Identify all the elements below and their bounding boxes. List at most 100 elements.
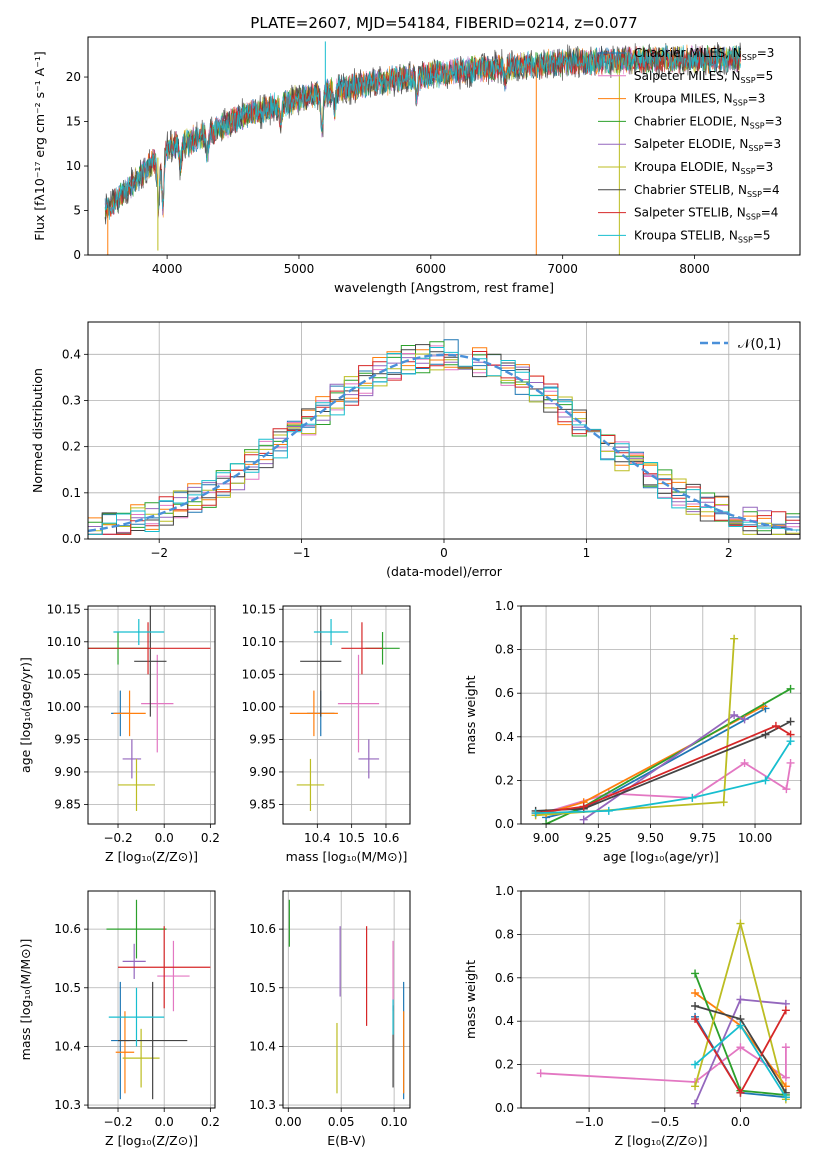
y-tick-label: 9.95 — [249, 732, 276, 746]
weight-marker — [691, 969, 700, 978]
legend-label: Salpeter STELIB, NSSP=4 — [634, 206, 778, 222]
y-tick-label: 0.3 — [62, 393, 81, 407]
normal-curve — [88, 353, 798, 533]
axes-frame — [282, 605, 411, 825]
panel-spectrum: 4000 5000 6000 7000 8000 0 5 10 15 20 wavelength [… — [32, 36, 801, 295]
y-tick-label: 0.4 — [62, 347, 81, 361]
legend-text: =5 — [756, 69, 774, 83]
x-tick-label: −0.5 — [650, 1115, 679, 1129]
x-tick-label: −0.2 — [103, 1115, 132, 1129]
x-tick-label: 9.50 — [637, 831, 664, 845]
plot-area — [106, 899, 211, 1100]
panel-age-vs-mass: 10.4 10.5 10.6 9.85 9.90 9.95 10.00 10.05 10.10 1… — [242, 602, 411, 864]
weight-marker — [740, 715, 749, 724]
y-tick-label: 0 — [73, 248, 81, 262]
y-tick-label: 10.4 — [54, 1039, 81, 1053]
weight-marker — [691, 1015, 700, 1024]
legend-text: Kroupa ELODIE, N — [634, 160, 741, 174]
y-tick-label: 0.8 — [495, 643, 514, 657]
weight-marker — [579, 815, 588, 824]
weight-marker — [740, 758, 749, 767]
weight-line — [535, 724, 792, 814]
legend-subscript: SSP — [733, 99, 748, 108]
y-tick-label: 10.3 — [249, 1098, 276, 1112]
legend-text: =3 — [748, 92, 766, 106]
legend-text: Kroupa MILES, N — [634, 92, 733, 106]
x-tick-label: 7000 — [547, 262, 578, 276]
y-tick-label: 10.5 — [54, 981, 81, 995]
y-tick-label: 0.1 — [62, 486, 81, 500]
weight-line — [535, 761, 792, 817]
x-tick-label: 10.00 — [738, 831, 772, 845]
legend-text: Chabrier STELIB, N — [634, 183, 747, 197]
y-tick-label: 0.2 — [62, 440, 81, 454]
weight-marker — [736, 995, 745, 1004]
panel-weight-vs-Z: −1.0 −0.5 0.0 0.0 0.2 0.4 0.6 0.8 1.0 Z [log₁₀(Z/… — [463, 884, 802, 1148]
y-tick-label: 0.6 — [495, 686, 514, 700]
legend-text: =3 — [757, 46, 775, 60]
axes-frame — [87, 890, 216, 1109]
x-axis-label: E(B-V) — [327, 1133, 366, 1148]
x-tick-label: 10.5 — [338, 831, 365, 845]
x-tick-label: 0.0 — [155, 1115, 174, 1129]
y-tick-label: 9.90 — [249, 765, 276, 779]
weight-marker — [771, 721, 780, 730]
y-axis-label: mass weight — [463, 960, 478, 1039]
legend-subscript: SSP — [750, 121, 765, 130]
legend-text: Chabrier MILES, N — [634, 46, 742, 60]
weight-marker — [761, 730, 770, 739]
plot-area — [536, 919, 790, 1108]
plot-area — [288, 899, 405, 1100]
legend-text: Salpeter ELODIE, N — [634, 137, 748, 151]
weight-marker — [542, 820, 551, 824]
x-tick-label: 9.00 — [533, 831, 560, 845]
weight-line — [583, 713, 745, 821]
panel-weight-vs-age: 9.00 9.25 9.50 9.75 10.00 0.0 0.2 0.4 0.6 0.8 1.0 a… — [463, 599, 802, 864]
plot-area — [104, 41, 742, 255]
legend-label: Salpeter MILES, NSSP=5 — [634, 69, 773, 85]
y-tick-label: 10.3 — [54, 1098, 81, 1112]
y-tick-label: 0.8 — [495, 927, 514, 941]
y-axis-label: Flux [fλ10⁻¹⁷ erg cm⁻² s⁻¹ A⁻¹] — [32, 51, 47, 240]
axes-frame — [520, 890, 802, 1109]
y-tick-label: 10.10 — [47, 635, 81, 649]
x-axis-label: Z [log₁₀(Z/Z⊙)] — [105, 849, 198, 864]
legend-text: Salpeter MILES, N — [634, 69, 741, 83]
axes-frame — [87, 605, 216, 825]
weight-marker — [691, 1099, 700, 1108]
legend-subscript: SSP — [742, 53, 757, 62]
weight-marker — [782, 785, 791, 794]
legend-label: Chabrier MILES, NSSP=3 — [634, 46, 774, 62]
figure-title: PLATE=2607, MJD=54184, FIBERID=0214, z=0… — [250, 14, 637, 32]
y-tick-label: 20 — [66, 70, 81, 84]
y-tick-label: 10.00 — [47, 700, 81, 714]
y-tick-label: 0.0 — [62, 532, 81, 546]
x-tick-label: 9.25 — [585, 831, 612, 845]
y-tick-label: 0.4 — [495, 1014, 514, 1028]
legend-label: Chabrier STELIB, NSSP=4 — [634, 183, 780, 199]
legend-subscript: SSP — [748, 144, 763, 153]
weight-marker — [786, 737, 795, 746]
weight-marker — [736, 1043, 745, 1052]
legend-text: =3 — [763, 137, 781, 151]
weight-marker — [730, 711, 739, 719]
y-tick-label: 0.2 — [495, 1058, 514, 1072]
x-tick-label: −1 — [293, 546, 311, 560]
weight-marker — [536, 1069, 545, 1078]
x-axis-label: mass [log₁₀(M/M⊙)] — [286, 849, 408, 864]
x-axis-label: wavelength [Angstrom, rest frame] — [334, 280, 554, 295]
y-tick-label: 10.15 — [242, 602, 276, 616]
weight-marker — [781, 1073, 790, 1082]
legend-text: Salpeter STELIB, N — [634, 206, 746, 220]
y-tick-label: 10 — [66, 159, 81, 173]
legend-label: Kroupa MILES, NSSP=3 — [634, 92, 765, 108]
x-tick-label: 5000 — [284, 262, 315, 276]
legend-text: Chabrier ELODIE, N — [634, 114, 750, 128]
plot-area — [88, 339, 800, 535]
weight-marker — [691, 1082, 700, 1091]
panel-mass-vs-EBV: 0.00 0.05 0.10 10.3 10.4 10.5 10.6 E(B-V) — [249, 890, 411, 1148]
legend-subscript: SSP — [741, 76, 756, 85]
weight-marker — [786, 758, 795, 767]
weight-marker — [786, 684, 795, 693]
